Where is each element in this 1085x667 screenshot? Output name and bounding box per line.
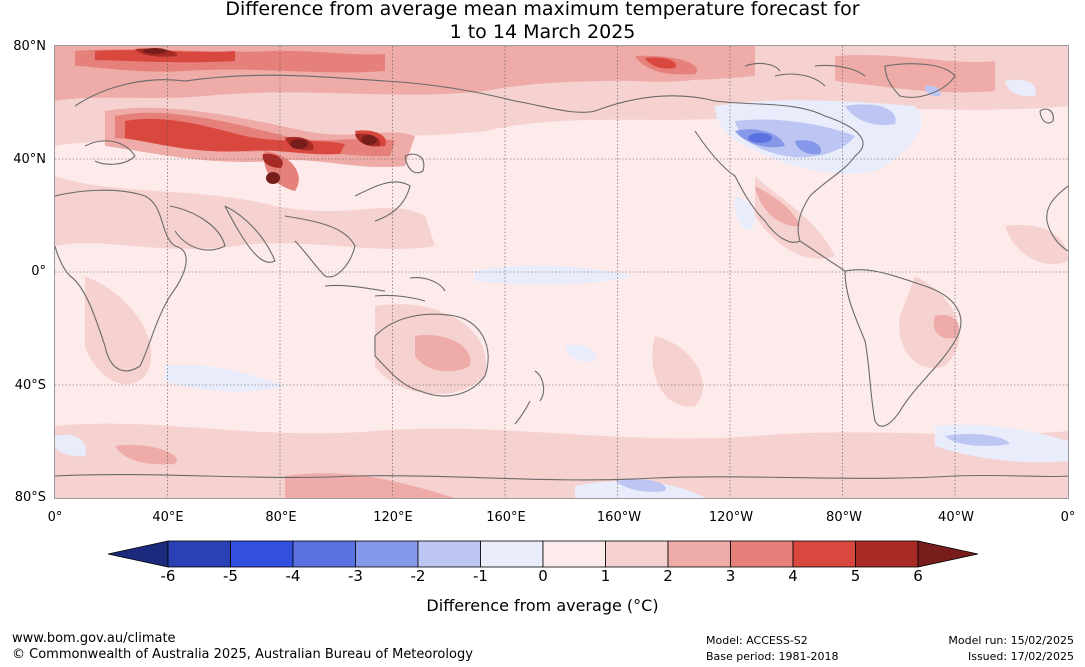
lat-label-80s: 80°S xyxy=(14,490,46,505)
colorbar-tick-label: 4 xyxy=(788,567,798,585)
colorbar-swatch xyxy=(730,540,794,568)
footer-model-run: Model run: 15/02/2025 xyxy=(948,634,1074,647)
lon-label-160w: 160°W xyxy=(596,510,642,525)
colorbar-tick-label: 1 xyxy=(600,567,611,585)
lat-label-0: 0° xyxy=(31,264,46,279)
coastlines xyxy=(55,62,1068,481)
lon-label-160e: 160°E xyxy=(486,510,526,525)
colorbar-svg xyxy=(107,540,979,568)
map-title: Difference from average mean maximum tem… xyxy=(0,0,1085,44)
colorbar-tick-label: 2 xyxy=(663,567,673,585)
colorbar-swatch xyxy=(605,540,669,568)
colorbar-tick-label: -4 xyxy=(285,567,301,585)
title-line-2: 1 to 14 March 2025 xyxy=(449,21,636,43)
lon-label-120w: 120°W xyxy=(708,510,754,525)
colorbar-label: Difference from average (°C) xyxy=(426,596,659,615)
colorbar-tick-label: -5 xyxy=(223,567,238,585)
anomaly-above-6-regions xyxy=(143,48,377,184)
colorbar-tick-label: 3 xyxy=(725,567,736,585)
lat-label-80n: 80°N xyxy=(13,39,46,54)
lon-label-80e: 80°E xyxy=(265,510,297,525)
colorbar-swatch xyxy=(355,540,419,568)
forecast-map xyxy=(54,45,1069,499)
colorbar-extend-low xyxy=(107,540,169,568)
lon-label-0-left: 0° xyxy=(47,510,63,525)
colorbar-tick-label: -1 xyxy=(473,567,488,585)
lon-label-0-right: 0° xyxy=(1060,510,1076,525)
footer-model: Model: ACCESS-S2 xyxy=(706,634,808,647)
lon-label-120e: 120°E xyxy=(373,510,413,525)
colorbar-swatch xyxy=(480,540,544,568)
colorbar-swatch xyxy=(855,540,919,568)
lon-label-80w: 80°W xyxy=(826,510,862,525)
colorbar-swatch xyxy=(417,540,481,568)
colorbar-tick-label: 6 xyxy=(913,567,923,585)
colorbar-swatch xyxy=(167,540,231,568)
colorbar-tick-label: 0 xyxy=(538,567,548,585)
colorbar-swatch xyxy=(542,540,606,568)
lon-label-40e: 40°E xyxy=(152,510,184,525)
lat-label-40n: 40°N xyxy=(13,152,46,167)
colorbar xyxy=(107,539,979,569)
colorbar-tick-label: -2 xyxy=(410,567,426,585)
colorbar-swatch xyxy=(230,540,294,568)
colorbar-swatch xyxy=(667,540,731,568)
graticule xyxy=(55,46,1068,498)
footer-base-period: Base period: 1981-2018 xyxy=(706,650,839,663)
footer-copyright: © Commonwealth of Australia 2025, Austra… xyxy=(12,647,473,662)
footer-left: www.bom.gov.au/climate © Commonwealth of… xyxy=(12,631,473,663)
colorbar-tick-label: -3 xyxy=(348,567,363,585)
lon-label-40w: 40°W xyxy=(938,510,974,525)
colorbar-swatch xyxy=(792,540,856,568)
colorbar-tick-label: 5 xyxy=(850,567,861,585)
footer-issued: Issued: 17/02/2025 xyxy=(967,650,1074,663)
lat-label-40s: 40°S xyxy=(14,378,46,393)
forecast-map-svg xyxy=(55,46,1068,498)
colorbar-extend-high xyxy=(917,540,979,568)
colorbar-swatch xyxy=(292,540,356,568)
title-line-1: Difference from average mean maximum tem… xyxy=(225,0,860,20)
colorbar-tick-label: -6 xyxy=(160,567,176,585)
anomaly-minus1-minus2-regions xyxy=(615,85,1010,492)
anomaly-minus3-minus4-regions xyxy=(748,133,772,143)
footer-url: www.bom.gov.au/climate xyxy=(12,631,176,646)
footer-model-info: Model: ACCESS-S2 Base period: 1981-2018 xyxy=(706,633,838,665)
footer-run-info: Model run: 15/02/2025 Issued: 17/02/2025 xyxy=(948,633,1074,665)
